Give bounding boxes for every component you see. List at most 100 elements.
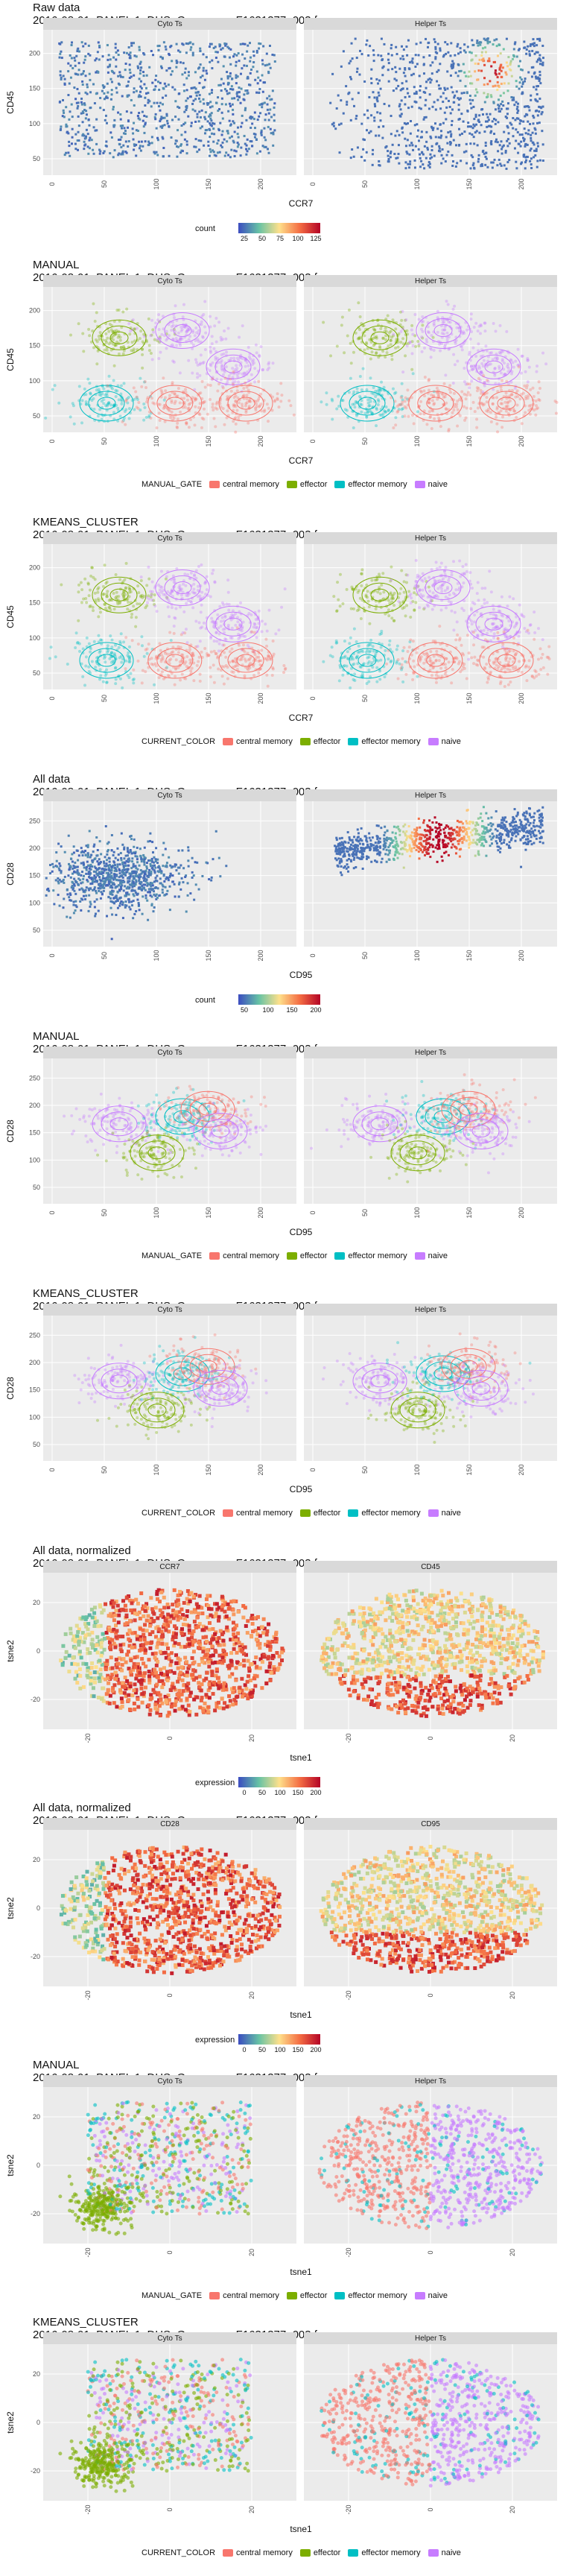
density-cell <box>133 54 136 57</box>
cluster-point <box>194 405 197 408</box>
density-cell <box>469 167 472 170</box>
cluster-point <box>451 668 454 672</box>
cluster-point <box>88 588 92 592</box>
density-cell <box>59 42 62 45</box>
density-cell <box>248 42 251 45</box>
cluster-point <box>499 385 503 389</box>
density-cell <box>486 95 489 98</box>
cluster-point <box>417 344 421 348</box>
density-cell <box>235 60 238 63</box>
density-cell <box>419 165 422 168</box>
cluster-point <box>428 659 432 663</box>
cluster-point <box>157 357 161 361</box>
density-cell <box>527 129 530 132</box>
density-cell <box>524 132 527 135</box>
cluster-point <box>343 656 346 660</box>
cluster-point <box>373 335 377 339</box>
cluster-point <box>145 647 149 651</box>
cluster-point <box>480 604 484 608</box>
cluster-point <box>222 352 226 356</box>
cluster-point <box>468 350 471 354</box>
cluster-point <box>399 329 403 333</box>
density-cell <box>93 102 96 105</box>
cluster-point <box>220 368 224 372</box>
density-cell <box>254 78 257 81</box>
cluster-point <box>169 416 173 420</box>
cluster-point <box>358 335 362 339</box>
cluster-point <box>260 648 264 652</box>
density-cell <box>348 91 351 94</box>
cluster-point <box>390 597 393 601</box>
cluster-point <box>454 656 458 660</box>
cluster-point <box>480 402 484 405</box>
cluster-point <box>426 654 430 658</box>
cluster-point <box>418 659 422 663</box>
cluster-point <box>492 388 495 391</box>
cluster-point <box>216 654 220 658</box>
cluster-point <box>180 657 184 661</box>
density-cell <box>430 125 433 128</box>
density-cell <box>130 44 133 47</box>
density-cell <box>363 139 366 142</box>
density-cell <box>540 107 543 110</box>
cluster-point <box>197 584 200 588</box>
cluster-point <box>112 411 115 414</box>
cluster-point <box>111 335 115 338</box>
density-cell <box>125 110 128 113</box>
density-cell <box>198 148 201 151</box>
cluster-point <box>220 675 224 678</box>
cluster-point <box>458 559 462 563</box>
cluster-point <box>384 612 387 616</box>
density-cell <box>266 148 269 151</box>
cluster-point <box>171 650 175 654</box>
density-cell <box>103 85 106 88</box>
density-cell <box>171 119 174 121</box>
density-cell <box>458 70 461 73</box>
cluster-point <box>254 408 258 412</box>
cluster-point <box>389 338 393 342</box>
density-cell <box>128 77 131 80</box>
density-cell <box>103 92 106 95</box>
cluster-point <box>169 657 173 661</box>
density-cell <box>346 103 349 106</box>
cluster-point <box>254 626 258 630</box>
density-contour <box>358 654 377 667</box>
cluster-point <box>474 628 477 632</box>
cluster-point <box>194 358 197 362</box>
density-cell <box>508 142 511 145</box>
cluster-point <box>142 335 146 338</box>
cluster-point <box>450 573 454 577</box>
density-cell <box>515 101 518 104</box>
cluster-point <box>130 616 133 619</box>
density-cell <box>150 49 153 52</box>
cluster-point <box>96 414 100 417</box>
cluster-point <box>337 679 341 683</box>
cluster-point <box>207 653 211 657</box>
density-cell <box>68 140 71 143</box>
density-cell <box>236 141 239 144</box>
density-cell <box>125 85 128 88</box>
density-cell <box>163 124 166 127</box>
density-cell <box>185 99 188 102</box>
density-cell <box>360 156 363 159</box>
cluster-point <box>112 379 115 382</box>
cluster-point <box>465 328 469 332</box>
cluster-point <box>189 571 193 575</box>
density-cell <box>255 152 258 155</box>
legend-key: effector <box>286 480 327 489</box>
cluster-point <box>109 348 113 352</box>
y-axis-label: CD45 <box>5 91 16 114</box>
cluster-point <box>193 388 197 391</box>
density-cell <box>527 133 530 136</box>
cluster-point <box>88 334 92 338</box>
cluster-point <box>493 626 497 630</box>
cluster-point <box>209 345 212 349</box>
y-tick-label: 100 <box>29 634 40 642</box>
density-cell <box>249 60 252 63</box>
density-cell <box>434 45 437 48</box>
density-cell <box>466 45 469 48</box>
cluster-point <box>85 636 89 640</box>
cluster-point <box>212 347 216 350</box>
cluster-point <box>401 400 404 404</box>
cluster-point <box>282 664 286 668</box>
